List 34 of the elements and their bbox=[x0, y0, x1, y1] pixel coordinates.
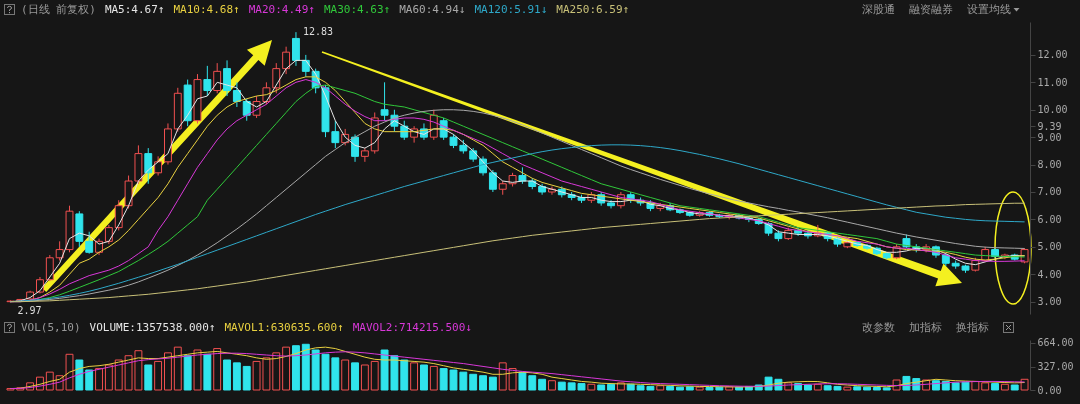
text: MA30:4.63↑ bbox=[323, 2, 391, 16]
text: 加指标 bbox=[909, 319, 942, 335]
text: 深股通 bbox=[862, 1, 895, 17]
y-tick-label: 12.00 bbox=[1037, 49, 1068, 61]
y-tick-label: 327.00 bbox=[1037, 361, 1074, 373]
text: MA250:6.59↑ bbox=[556, 2, 630, 16]
y-tick-label: 11.00 bbox=[1037, 76, 1068, 88]
y-tick-label: 664.00 bbox=[1037, 337, 1074, 349]
chart-subtitle: VOL(5,10) bbox=[21, 320, 81, 334]
text: 改参数 bbox=[862, 319, 895, 335]
text: 设置均线 bbox=[967, 1, 1011, 17]
text: MA120:5.91↓ bbox=[474, 2, 548, 16]
y-tick-label: 9.39 bbox=[1037, 120, 1062, 132]
text: MA10:4.68↑ bbox=[173, 2, 240, 16]
y-tick-label: 9.00 bbox=[1037, 131, 1062, 143]
y-tick-label: 5.00 bbox=[1037, 241, 1062, 253]
y-tick-label: 6.00 bbox=[1037, 213, 1062, 225]
annotation: 2.97 bbox=[17, 305, 42, 317]
annotation: 12.83 bbox=[302, 26, 334, 38]
series-label: MAVOL1:630635.600↑ bbox=[224, 320, 344, 334]
text: (日线 前复权) bbox=[21, 1, 96, 17]
series-label: MAVOL2:714215.500↓ bbox=[352, 320, 472, 334]
text: MA5:4.67↑ bbox=[104, 2, 165, 16]
y-tick-label: 8.00 bbox=[1037, 159, 1062, 171]
text: 融资融券 bbox=[909, 1, 953, 17]
text: MA60:4.94↓ bbox=[399, 2, 466, 16]
y-tick-label: 7.00 bbox=[1037, 186, 1062, 198]
y-tick-label: 3.00 bbox=[1037, 296, 1062, 308]
text: 换指标 bbox=[956, 319, 989, 335]
y-tick-label: 4.00 bbox=[1037, 268, 1062, 280]
text: MA20:4.49↑ bbox=[248, 2, 315, 16]
y-tick-label: 0.00 bbox=[1037, 384, 1062, 396]
y-tick-label: 10.00 bbox=[1037, 104, 1068, 116]
series-label: VOLUME:1357538.000↑ bbox=[89, 320, 216, 334]
